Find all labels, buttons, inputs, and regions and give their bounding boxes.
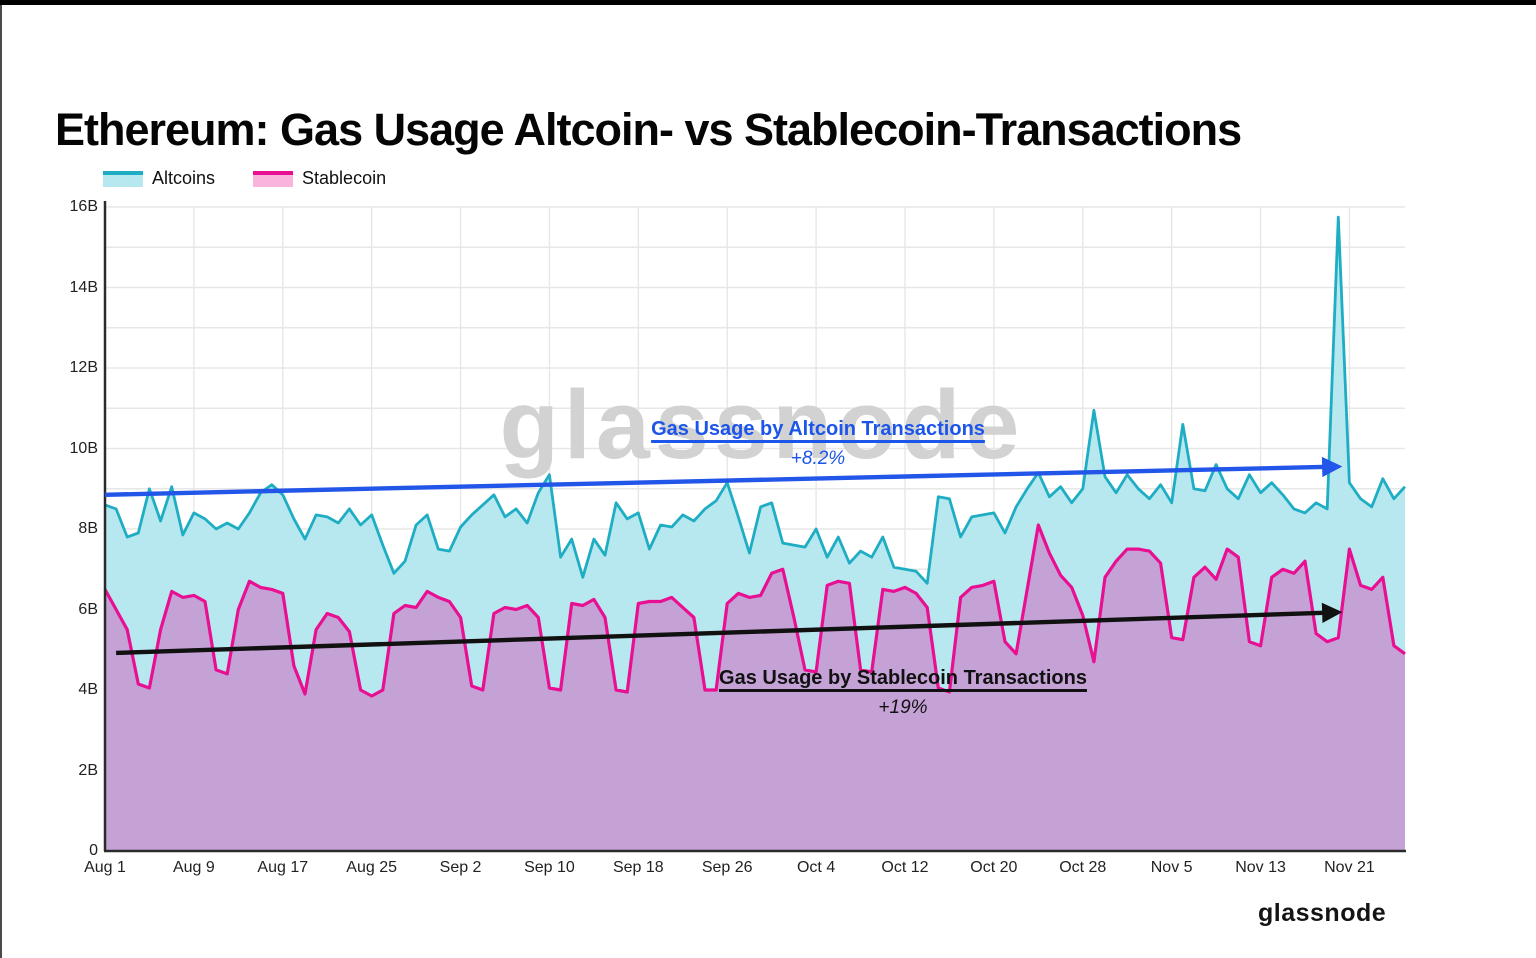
altcoin-annotation-delta: +8.2%: [790, 448, 846, 469]
x-axis-label: Nov 21: [1324, 859, 1375, 876]
legend: Altcoins Stablecoin: [103, 168, 424, 189]
stablecoin-annotation-label: Gas Usage by Stablecoin Transactions: [719, 667, 1087, 689]
legend-label: Stablecoin: [302, 168, 387, 188]
x-axis-label: Nov 5: [1150, 859, 1193, 876]
glassnode-watermark: glassnode: [500, 370, 1025, 479]
window-left-edge: [0, 5, 2, 958]
stablecoin-annotation-delta: +19%: [878, 697, 928, 718]
x-axis-label: Aug 1: [84, 859, 126, 876]
x-axis-label: Sep 26: [701, 859, 753, 876]
x-axis-label: Oct 28: [1059, 859, 1107, 876]
stablecoin-swatch-icon: [253, 170, 294, 187]
glassnode-logo: glassnode: [1258, 899, 1387, 927]
altcoin-trend-arrow: [104, 456, 1343, 497]
x-axis-label: Sep 18: [612, 859, 664, 876]
window-top-bar: [0, 0, 1536, 5]
x-axis-label: Oct 4: [796, 859, 836, 876]
altcoin-annotation: Gas Usage by Altcoin Transactions +8.2%: [651, 418, 985, 470]
x-axis-label: Sep 10: [524, 859, 575, 876]
x-axis-label: Oct 20: [970, 859, 1018, 876]
legend-label: Altcoins: [152, 168, 216, 188]
x-axis-label: Oct 12: [881, 859, 929, 876]
stablecoin-annotation: Gas Usage by Stablecoin Transactions +19…: [719, 667, 1087, 719]
altcoins-line: [104, 215, 1407, 585]
x-axis-label: Sep 2: [439, 859, 482, 876]
legend-item-altcoins: Altcoins: [103, 168, 215, 189]
stablecoin-area: [105, 525, 1405, 851]
y-axis-label: 0: [89, 842, 98, 859]
x-axis-label: Nov 13: [1235, 859, 1286, 876]
y-axis-label: 12B: [69, 359, 98, 376]
y-axis-label: 8B: [78, 520, 98, 537]
y-axis-label: 4B: [78, 681, 98, 698]
y-axis-label: 16B: [69, 198, 98, 215]
altcoin-annotation-label: Gas Usage by Altcoin Transactions: [651, 418, 985, 440]
y-axis-label: 2B: [78, 761, 98, 779]
x-axis-label: Aug 17: [257, 859, 309, 876]
y-axis-label: 14B: [69, 278, 98, 296]
stablecoin-line: [103, 523, 1406, 698]
y-axis-label: 6B: [78, 600, 98, 618]
data-series: [103, 215, 1407, 852]
chart-title: Ethereum: Gas Usage Altcoin- vs Stableco…: [55, 104, 1242, 156]
axes: [103, 201, 1406, 853]
legend-item-stablecoin: Stablecoin: [253, 168, 386, 189]
x-axis-label: Aug 9: [172, 859, 215, 876]
stablecoin-trend-arrow: [116, 602, 1343, 656]
x-axis-label: Aug 25: [346, 859, 398, 876]
trend-arrows: [104, 456, 1343, 656]
altcoins-swatch-icon: [103, 170, 143, 187]
y-axis-label: 10B: [69, 439, 98, 457]
